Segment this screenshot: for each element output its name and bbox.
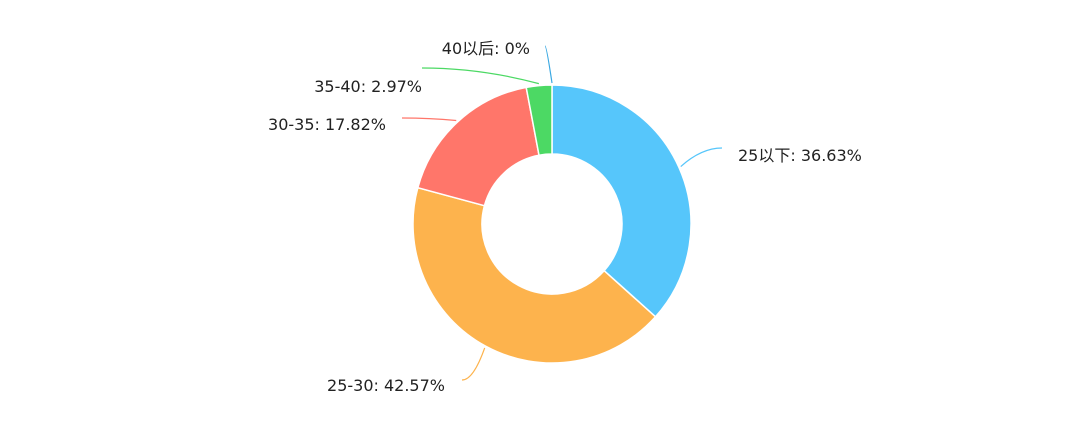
donut-slices [412, 84, 692, 364]
data-label-40-: 40以后: 0% [442, 39, 530, 58]
donut-slice-25-30[interactable] [412, 186, 657, 364]
data-label-35-40: 35-40: 2.97% [314, 77, 422, 96]
donut-slice-35-40[interactable] [525, 84, 553, 157]
leader-line-25- [680, 147, 723, 167]
leader-line-30-35 [401, 117, 457, 122]
donut-slice-25-[interactable] [551, 84, 692, 318]
data-label-25-30: 25-30: 42.57% [327, 376, 445, 395]
donut-slice-30-35[interactable] [416, 86, 540, 207]
leader-line-40- [544, 45, 553, 84]
leader-line-35-40 [421, 67, 540, 85]
donut-labels: 25以下: 36.63% 25-30: 42.57% 30-35: 17.82% 35… [268, 39, 862, 395]
data-label-30-35: 30-35: 17.82% [268, 115, 386, 134]
leader-line-25-30 [461, 347, 486, 381]
data-label-25-: 25以下: 36.63% [738, 146, 862, 165]
